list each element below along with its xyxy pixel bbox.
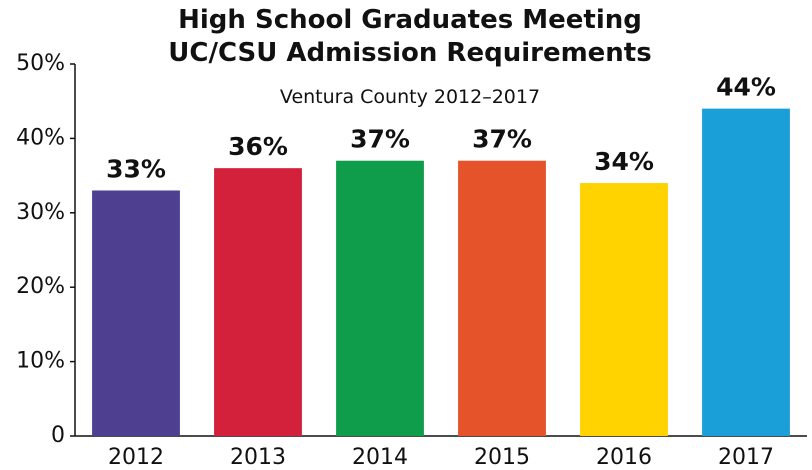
bar: [92, 190, 180, 436]
value-label: 33%: [106, 154, 166, 183]
y-tick-label: 20%: [16, 274, 65, 299]
x-tick-label: 2015: [474, 445, 530, 470]
bar: [336, 160, 424, 436]
chart-title: High School Graduates Meeting UC/CSU Adm…: [168, 5, 652, 68]
bar: [580, 183, 668, 436]
y-tick-label: 30%: [16, 200, 65, 225]
x-tick-label: 2016: [596, 445, 652, 470]
y-tick-label: 50%: [16, 51, 65, 76]
y-tick-label: 0: [51, 423, 65, 448]
bar: [458, 160, 546, 436]
y-tick-label: 40%: [16, 125, 65, 150]
value-label: 37%: [472, 125, 532, 154]
value-label: 37%: [350, 125, 410, 154]
bar: [702, 108, 790, 436]
bar: [214, 168, 302, 436]
value-label: 34%: [594, 147, 654, 176]
y-tick-label: 10%: [16, 349, 65, 374]
x-tick-label: 2017: [718, 445, 774, 470]
x-tick-label: 2012: [108, 445, 164, 470]
value-label: 36%: [228, 132, 288, 161]
x-tick-label: 2013: [230, 445, 286, 470]
x-tick-label: 2014: [352, 445, 408, 470]
value-label: 44%: [716, 73, 776, 102]
chart-subtitle: Ventura County 2012–2017: [279, 86, 541, 108]
